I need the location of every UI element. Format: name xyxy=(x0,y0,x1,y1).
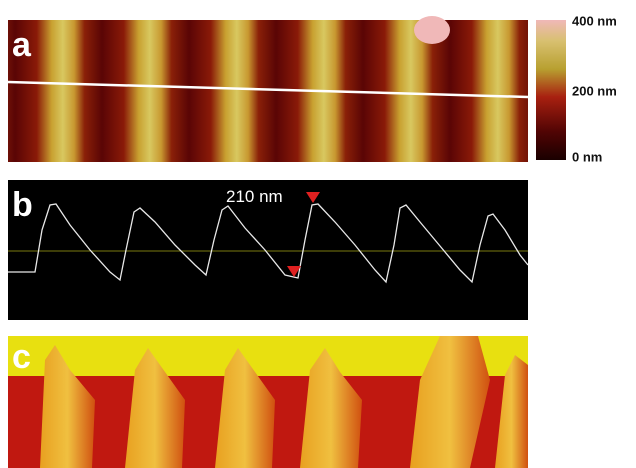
panel-c: c xyxy=(8,336,528,468)
panel-label: a xyxy=(12,26,32,64)
panel-label: c xyxy=(12,338,31,376)
afm-image xyxy=(8,20,528,162)
particle xyxy=(414,16,450,44)
colorbar-gradient xyxy=(536,20,566,160)
colorbar-label: 0 nm xyxy=(572,149,602,164)
panel-a: a xyxy=(8,16,528,162)
figure: a 400 nm 200 nm 0 nm 210 nm b c xyxy=(0,0,636,468)
panel-b: 210 nm b xyxy=(8,180,528,320)
colorbar-label: 400 nm xyxy=(572,13,617,28)
annotation: 210 nm xyxy=(226,187,283,206)
panel-label: b xyxy=(12,186,33,224)
colorbar: 400 nm 200 nm 0 nm xyxy=(536,13,617,164)
colorbar-label: 200 nm xyxy=(572,83,617,98)
